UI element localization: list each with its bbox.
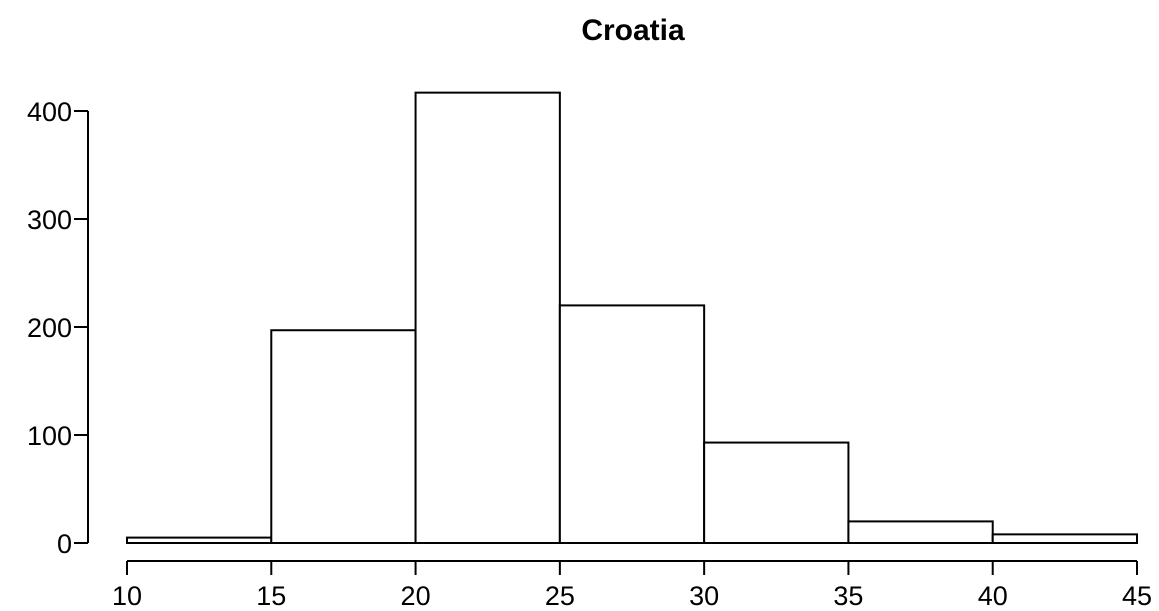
histogram-bar: [414, 91, 561, 544]
bars-group: [126, 91, 1139, 545]
x-tick-label: 45: [1122, 581, 1152, 611]
y-tick-label: 200: [27, 313, 72, 343]
y-axis: 0 100 200 300 400: [27, 97, 89, 559]
histogram-bar: [703, 441, 850, 544]
y-tick-label: 300: [27, 205, 72, 235]
x-tick-label: 15: [256, 581, 286, 611]
histogram-bar: [126, 536, 273, 544]
y-tick-label: 100: [27, 421, 72, 451]
x-tick-label: 35: [833, 581, 863, 611]
histogram-bar: [558, 304, 706, 544]
chart-title: Croatia: [581, 14, 685, 47]
histogram-bar: [270, 329, 417, 544]
y-tick-label: 400: [27, 97, 72, 127]
x-axis: 10 15 20 25 30 35 40 45: [112, 560, 1152, 611]
x-tick-label: 30: [689, 581, 719, 611]
x-tick-label: 20: [401, 581, 431, 611]
histogram-bar: [847, 520, 994, 545]
x-tick-label: 40: [978, 581, 1008, 611]
histogram-bar: [991, 533, 1139, 544]
x-tick-label: 10: [112, 581, 142, 611]
y-tick-label: 0: [57, 529, 72, 559]
x-tick-label: 25: [545, 581, 575, 611]
